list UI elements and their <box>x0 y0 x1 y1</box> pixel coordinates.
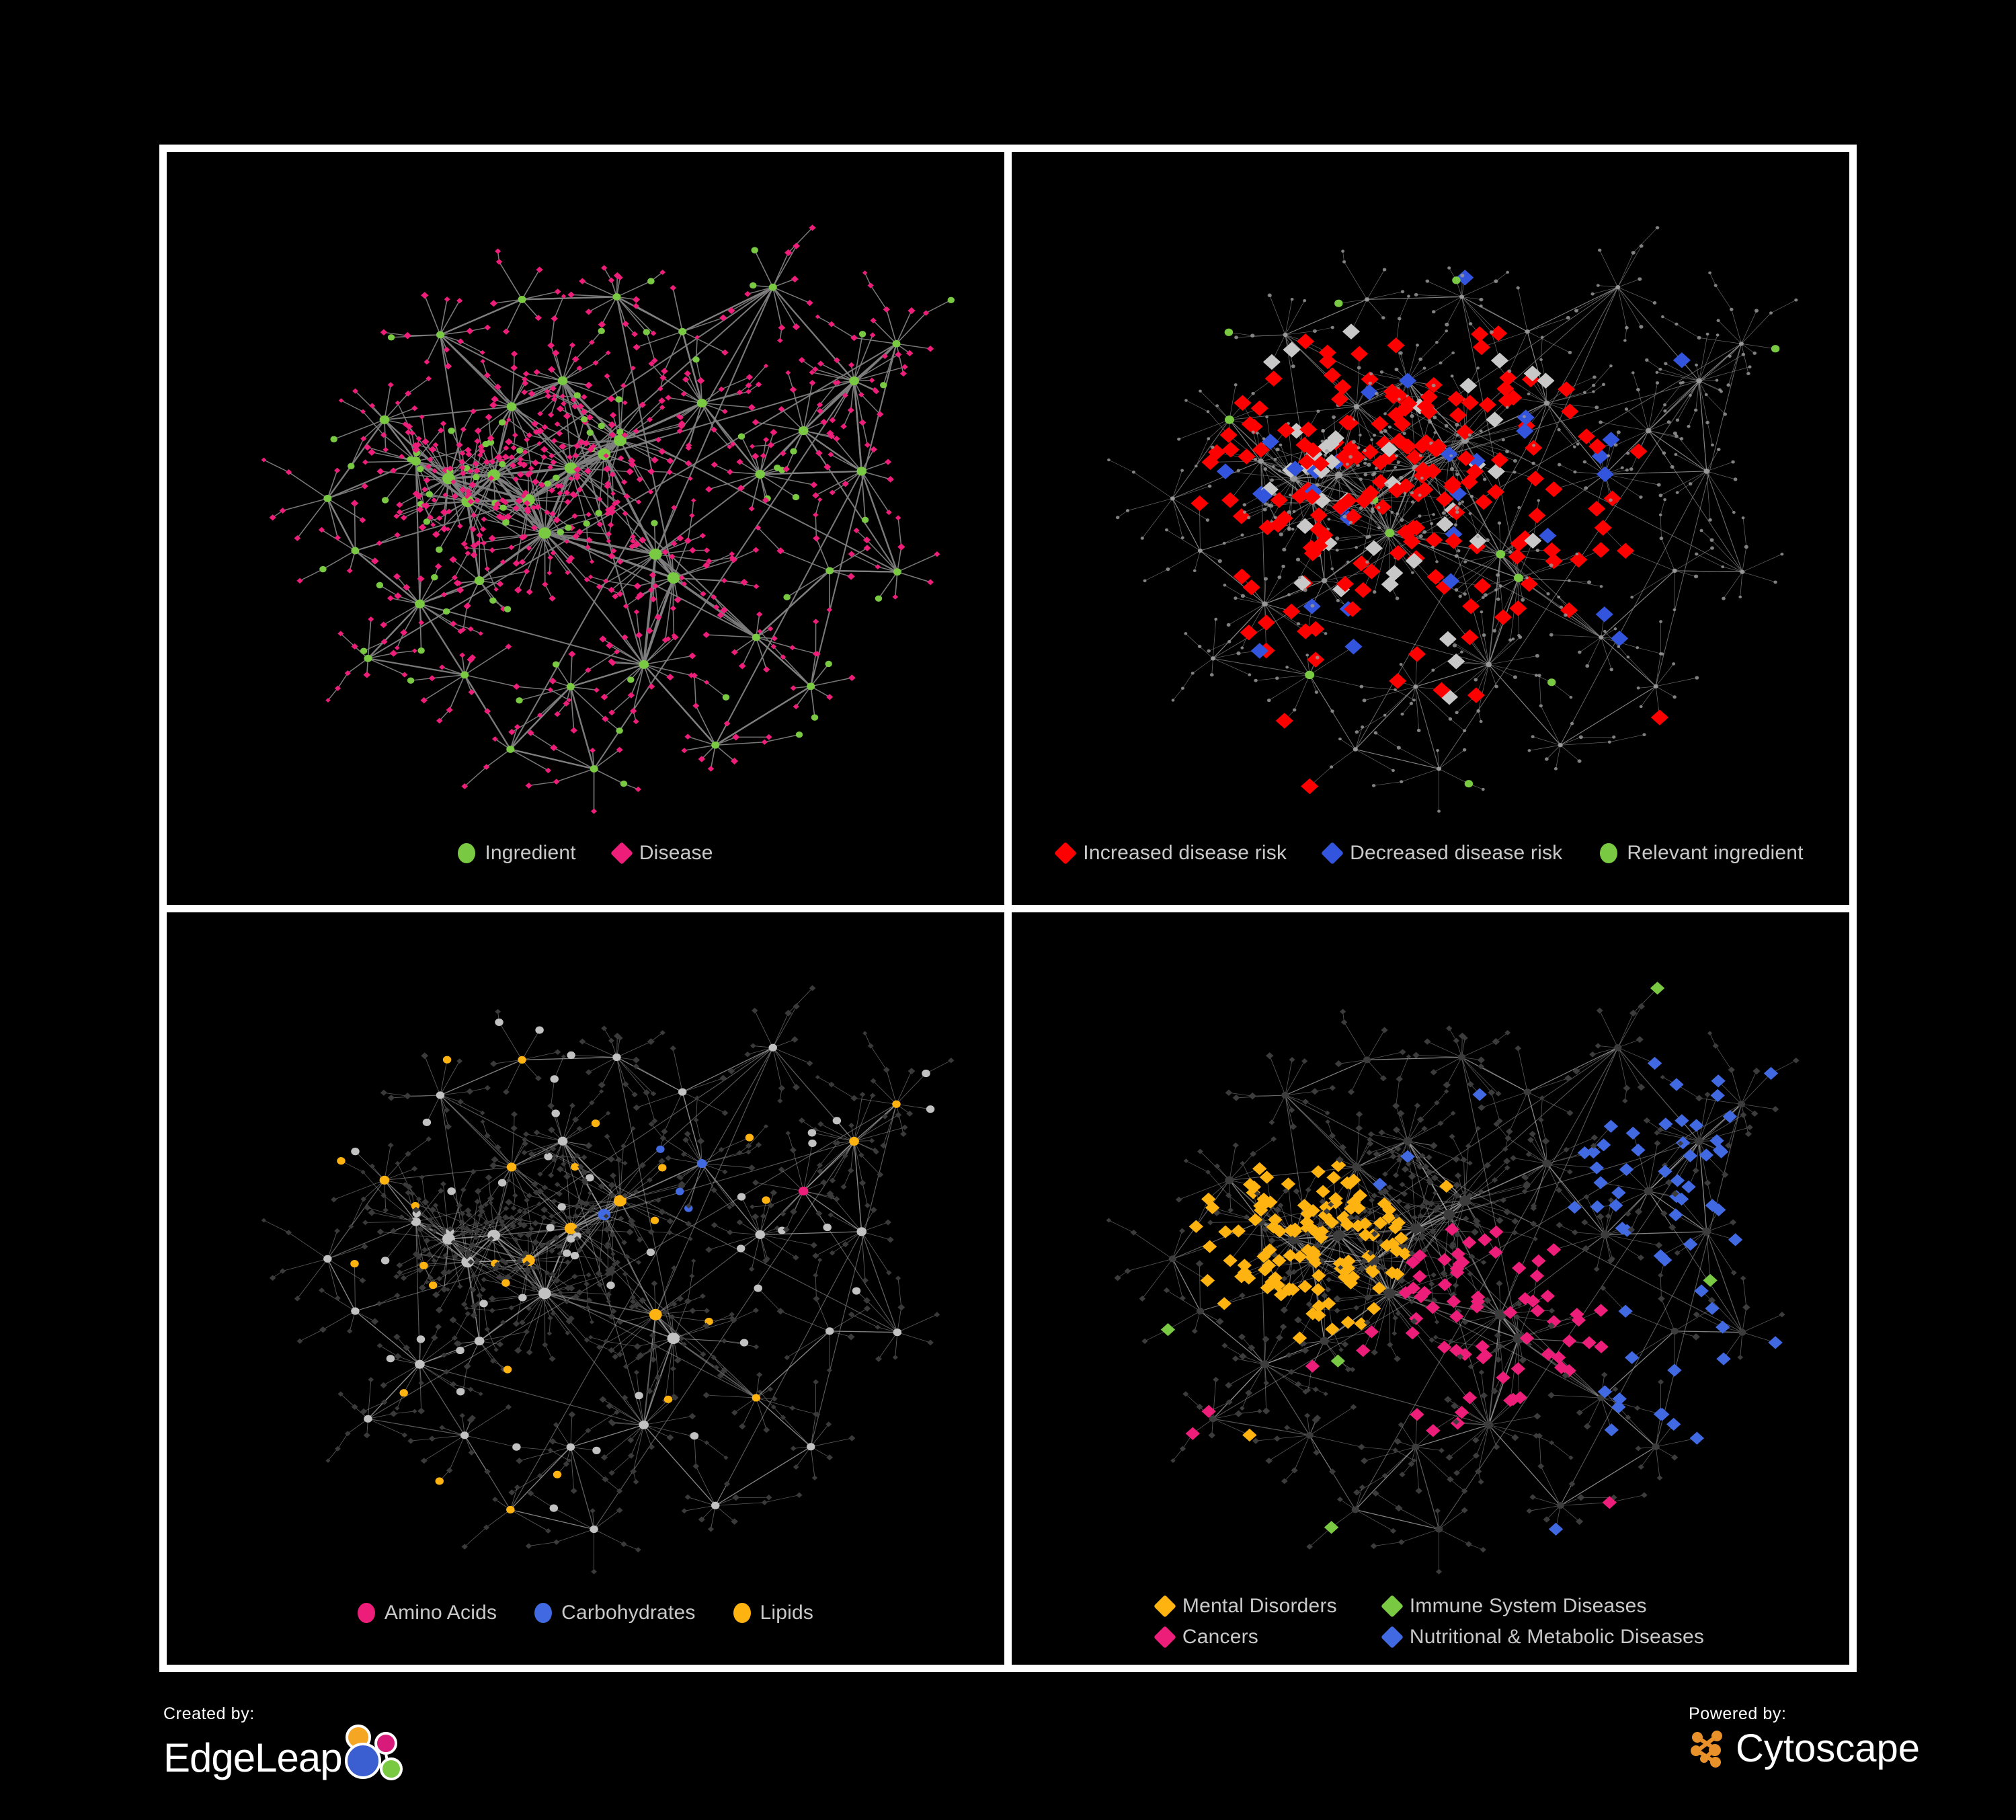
legend-item-immune-system-diseases: Immune System Diseases <box>1380 1595 1704 1618</box>
legend-marker-circle-relevant-ingredient <box>1600 842 1618 863</box>
powered-by-kicker: Powered by: <box>1689 1704 1787 1723</box>
legend-marker-circle-ingredient <box>458 842 476 863</box>
legend-marker-circle-carbohydrates <box>534 1603 553 1623</box>
legend-label-decreased-risk: Decreased disease risk <box>1350 841 1563 864</box>
legend-label-amino-acids: Amino Acids <box>384 1601 497 1624</box>
network-canvas-1[interactable] <box>167 152 1004 905</box>
legend-item-carbohydrates: Carbohydrates <box>534 1603 695 1623</box>
panel-disease-class-network[interactable]: Mental Disorders Immune System Diseases … <box>1012 912 1849 1665</box>
legend-label-nutritional-metabolic-diseases: Nutritional & Metabolic Diseases <box>1409 1626 1705 1648</box>
created-by-kicker: Created by: <box>163 1704 255 1723</box>
legend-item-amino-acids: Amino Acids <box>357 1601 497 1624</box>
network-canvas-4[interactable] <box>1012 912 1849 1665</box>
network-svg-3 <box>261 984 955 1575</box>
legend-label-immune-system-diseases: Immune System Diseases <box>1409 1595 1647 1617</box>
network-svg-1 <box>261 225 955 814</box>
legend-label-mental-disorders: Mental Disorders <box>1182 1595 1337 1617</box>
cytoscape-node-icon <box>1691 1731 1722 1768</box>
legend-item-increased-risk: Increased disease risk <box>1054 841 1287 865</box>
legend-label-disease: Disease <box>639 841 713 864</box>
legend-panel-4: Mental Disorders Immune System Diseases … <box>1012 1595 1849 1649</box>
panel-ingredient-disease-network[interactable]: Ingredient Disease <box>167 152 1004 905</box>
network-canvas-3[interactable] <box>167 912 1004 1665</box>
cytoscape-logo: Cytoscape <box>1689 1728 1920 1770</box>
figure-frame: Ingredient Disease Increased disease ris… <box>159 145 1857 1672</box>
panel-disease-risk-network[interactable]: Increased disease risk Decreased disease… <box>1012 152 1849 905</box>
panel-ingredient-class-network[interactable]: Amino Acids Carbohydrates Lipids <box>167 912 1004 1665</box>
edgeleap-wordmark: EdgeLeap <box>163 1735 343 1780</box>
edgeleap-node-icon <box>344 1725 403 1780</box>
legend-panel-1: Ingredient Disease <box>167 824 1004 905</box>
legend-marker-diamond-immune-system-diseases <box>1380 1595 1404 1618</box>
legend-item-nutritional-metabolic-diseases: Nutritional & Metabolic Diseases <box>1380 1626 1705 1649</box>
legend-marker-circle-lipids <box>733 1603 751 1623</box>
legend-label-carbohydrates: Carbohydrates <box>561 1601 696 1624</box>
legend-panel-3: Amino Acids Carbohydrates Lipids <box>167 1584 1004 1665</box>
legend-label-increased-risk: Increased disease risk <box>1083 841 1287 864</box>
cytoscape-wordmark: Cytoscape <box>1736 1727 1921 1770</box>
network-svg-2 <box>1107 226 1798 813</box>
footer: Created by: EdgeLeap Powered by: <box>0 1679 2016 1820</box>
network-svg-4 <box>1106 981 1800 1575</box>
legend-label-lipids: Lipids <box>760 1601 814 1624</box>
network-canvas-2[interactable] <box>1012 152 1849 905</box>
legend-item-lipids: Lipids <box>733 1603 814 1623</box>
legend-marker-diamond-nutritional-metabolic-diseases <box>1380 1626 1404 1649</box>
legend-marker-diamond-mental-disorders <box>1153 1595 1176 1618</box>
created-by-block: Created by: EdgeLeap <box>163 1704 420 1788</box>
legend-marker-circle-amino-acids <box>357 1603 375 1623</box>
legend-item-relevant-ingredient: Relevant ingredient <box>1600 841 1804 864</box>
legend-item-disease: Disease <box>610 841 713 865</box>
powered-by-block: Powered by: Cytoscape <box>1689 1704 1920 1770</box>
legend-marker-diamond-increased-risk <box>1054 841 1078 865</box>
legend-label-cancers: Cancers <box>1182 1626 1258 1648</box>
legend-marker-diamond-decreased-risk <box>1321 841 1344 865</box>
legend-marker-diamond-disease <box>610 841 633 865</box>
edgeleap-logo: EdgeLeap <box>163 1725 420 1788</box>
legend-panel-2: Increased disease risk Decreased disease… <box>1012 824 1849 905</box>
legend-item-mental-disorders: Mental Disorders <box>1153 1595 1337 1618</box>
legend-marker-diamond-cancers <box>1153 1626 1176 1649</box>
legend-item-decreased-risk: Decreased disease risk <box>1321 841 1563 865</box>
legend-label-ingredient: Ingredient <box>485 841 576 864</box>
legend-item-ingredient: Ingredient <box>458 841 576 864</box>
legend-label-relevant-ingredient: Relevant ingredient <box>1627 841 1804 864</box>
legend-item-cancers: Cancers <box>1153 1626 1337 1649</box>
